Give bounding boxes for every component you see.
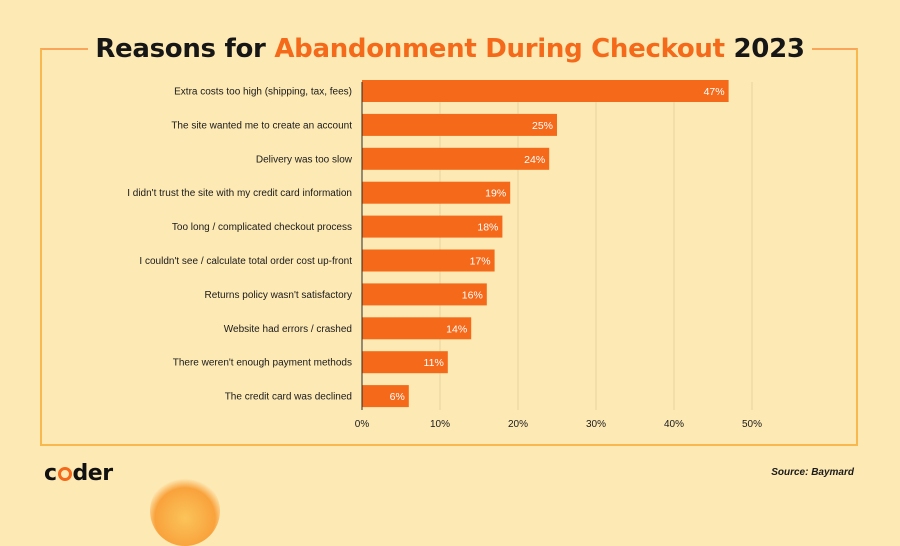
source-note: Source: Baymard	[771, 467, 854, 478]
data-label: 17%	[470, 256, 491, 268]
x-tick-label: 0%	[355, 419, 370, 430]
coder-logo: c der	[44, 461, 113, 486]
bar	[362, 80, 729, 102]
data-label: 14%	[446, 323, 467, 335]
bar-chart: Extra costs too high (shipping, tax, fee…	[127, 80, 762, 430]
data-label: 6%	[390, 391, 405, 403]
chart-title: Reasons for Abandonment During Checkout …	[0, 34, 900, 64]
bar	[362, 113, 557, 136]
x-tick-label: 30%	[586, 419, 606, 430]
category-label: There weren't enough payment methods	[173, 358, 352, 369]
bar	[362, 215, 503, 238]
data-label: 24%	[524, 154, 545, 166]
data-label: 25%	[532, 120, 553, 132]
title-text-start: Reasons for	[95, 34, 275, 64]
category-label: Website had errors / crashed	[224, 324, 352, 335]
bar	[362, 385, 409, 408]
data-label: 16%	[462, 289, 483, 301]
decorative-blob-icon	[150, 476, 220, 546]
bar	[362, 351, 448, 374]
category-label: I didn't trust the site with my credit c…	[127, 188, 352, 199]
bar	[362, 249, 495, 272]
category-label: The credit card was declined	[225, 392, 352, 403]
logo-rest: der	[72, 461, 114, 486]
logo-o-icon	[57, 467, 72, 481]
x-tick-label: 50%	[742, 419, 762, 430]
x-tick-label: 40%	[664, 419, 684, 430]
category-label: Extra costs too high (shipping, tax, fee…	[174, 87, 352, 98]
title-accent: Abandonment During Checkout	[274, 34, 725, 64]
data-label: 18%	[477, 222, 498, 234]
bar	[362, 147, 550, 170]
x-tick-label: 20%	[508, 419, 528, 430]
category-label: I couldn't see / calculate total order c…	[139, 256, 352, 267]
x-tick-label: 10%	[430, 419, 450, 430]
data-label: 11%	[424, 357, 444, 369]
data-label: 47%	[704, 86, 725, 98]
bar	[362, 283, 487, 306]
logo-c: c	[44, 461, 57, 486]
category-label: Too long / complicated checkout process	[172, 222, 352, 233]
category-label: Returns policy wasn't satisfactory	[204, 290, 352, 301]
bar	[362, 317, 472, 340]
data-label: 19%	[485, 188, 506, 200]
category-label: The site wanted me to create an account	[171, 120, 352, 131]
category-label: Delivery was too slow	[256, 154, 353, 165]
title-year: 2023	[724, 34, 805, 64]
bar	[362, 181, 511, 204]
